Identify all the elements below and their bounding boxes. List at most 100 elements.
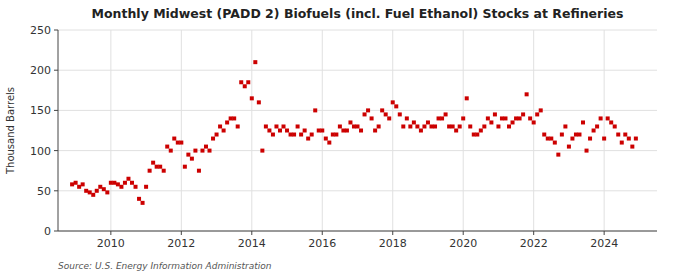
y-grid-line [58, 150, 657, 151]
point [634, 137, 638, 141]
point [98, 185, 102, 189]
point [363, 112, 367, 116]
point [271, 133, 275, 137]
x-grid-line [604, 30, 605, 231]
point [341, 129, 345, 133]
y-tick [54, 190, 58, 191]
point [257, 100, 261, 104]
point [542, 133, 546, 137]
point [232, 116, 236, 120]
point [126, 177, 130, 181]
point [88, 190, 92, 194]
axes: 2010201220142016201820202022202405010015… [30, 24, 618, 250]
point [144, 185, 148, 189]
point [595, 124, 599, 128]
chart: 2010201220142016201820202022202405010015… [0, 0, 675, 275]
y-tick [54, 110, 58, 111]
point [246, 80, 250, 84]
x-grid-line [533, 30, 534, 231]
point [440, 116, 444, 120]
point [299, 133, 303, 137]
point [200, 149, 204, 153]
y-tick [54, 231, 58, 232]
point [158, 165, 162, 169]
point [74, 181, 78, 185]
x-tick-label: 2016 [308, 237, 336, 250]
point [553, 141, 557, 145]
point [384, 112, 388, 116]
point [525, 92, 529, 96]
point [282, 124, 286, 128]
point [581, 120, 585, 124]
point [334, 133, 338, 137]
point [218, 124, 222, 128]
x-grid-line [251, 30, 252, 231]
point [331, 133, 335, 137]
point [102, 187, 106, 191]
x-tick [110, 231, 111, 235]
point [130, 181, 134, 185]
point [458, 124, 462, 128]
point [535, 112, 539, 116]
x-tick-label: 2010 [97, 237, 125, 250]
point [151, 161, 155, 165]
point [405, 116, 409, 120]
y-grid-line [58, 190, 657, 191]
point [511, 120, 515, 124]
point [623, 133, 627, 137]
point [426, 120, 430, 124]
point [179, 141, 183, 145]
point [556, 153, 560, 157]
point [616, 133, 620, 137]
point [606, 116, 610, 120]
y-tick-label: 0 [44, 225, 51, 238]
point [292, 133, 296, 137]
point [239, 80, 243, 84]
point [148, 169, 152, 173]
y-axis-label: Thousand Barrels [5, 87, 16, 175]
x-grid-line [181, 30, 182, 231]
point [306, 137, 310, 141]
point [112, 181, 116, 185]
y-grid-line [58, 70, 657, 71]
y-tick-label: 100 [30, 145, 51, 158]
point [588, 137, 592, 141]
point [613, 124, 617, 128]
point [204, 145, 208, 149]
point [172, 137, 176, 141]
y-tick-label: 50 [37, 185, 51, 198]
point [95, 189, 99, 193]
y-grid-line [58, 30, 657, 31]
point [285, 129, 289, 133]
x-tick-label: 2022 [520, 237, 548, 250]
point [183, 165, 187, 169]
point [313, 108, 317, 112]
point [539, 108, 543, 112]
point [408, 124, 412, 128]
point [211, 137, 215, 141]
x-grid-line [392, 30, 393, 231]
point [366, 108, 370, 112]
x-grid-line [463, 30, 464, 231]
point [215, 133, 219, 137]
point [197, 169, 201, 173]
point [91, 193, 95, 197]
point [401, 124, 405, 128]
point [208, 149, 212, 153]
points [70, 60, 638, 205]
point [155, 165, 159, 169]
point [500, 116, 504, 120]
point [518, 116, 522, 120]
point [169, 149, 173, 153]
point [447, 124, 451, 128]
point [398, 112, 402, 116]
point [429, 124, 433, 128]
point [514, 116, 518, 120]
point [609, 120, 613, 124]
point [338, 124, 342, 128]
point [260, 149, 264, 153]
point [574, 133, 578, 137]
point [84, 189, 88, 193]
x-tick [251, 231, 252, 235]
point [422, 124, 426, 128]
